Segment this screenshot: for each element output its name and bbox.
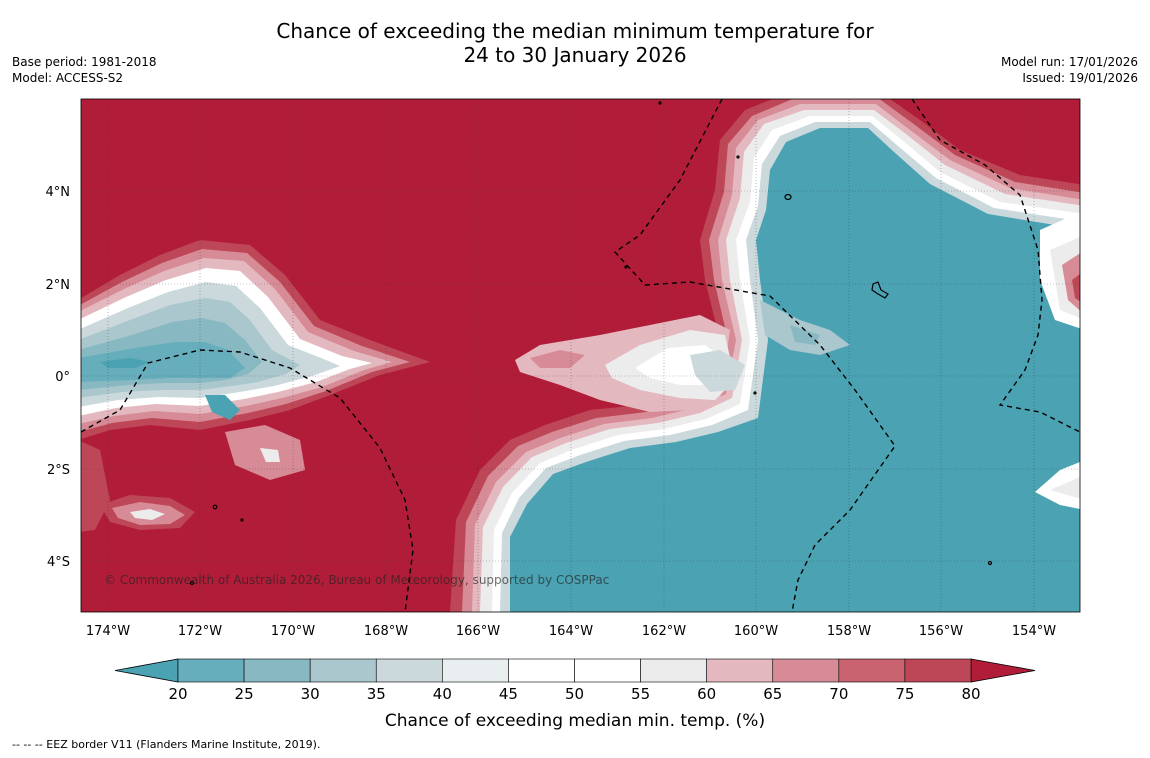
colorbar-tick-label: 70 [829, 685, 848, 703]
colorbar-tick-label: 35 [367, 685, 386, 703]
lat-label: 4°N [46, 185, 71, 200]
southwest-patches [81, 425, 305, 532]
issued-date: Issued: 19/01/2026 [1022, 71, 1138, 85]
model-run: Model run: 17/01/2026 [1000, 55, 1138, 69]
lon-label: 168°W [364, 624, 408, 639]
colorbar-tick-label: 25 [235, 685, 254, 703]
colorbar-tick-label: 75 [895, 685, 914, 703]
lon-label: 156°W [919, 624, 963, 639]
colorbar-segment [904, 658, 972, 683]
islands [189, 101, 993, 586]
lat-label: 4°S [47, 555, 70, 570]
central-tongue [515, 315, 745, 412]
colorbar-segment [442, 658, 509, 683]
colorbar-segment [640, 658, 707, 683]
copyright-notice: © Commonwealth of Australia 2026, Bureau… [104, 573, 609, 587]
base-period: Base period: 1981-2018 [12, 55, 157, 69]
lon-label: 166°W [456, 624, 500, 639]
low-chance-east-region [450, 99, 1080, 612]
colorbar-segment [309, 658, 377, 683]
lon-label: 170°W [271, 624, 315, 639]
latitude-labels: 4°N 2°N 0° 2°S 4°S [46, 185, 71, 570]
colorbar-tick-label: 50 [565, 685, 584, 703]
colorbar-segment [243, 658, 311, 683]
lon-label: 162°W [642, 624, 686, 639]
colorbar-high-extension [970, 658, 1036, 683]
colorbar-segment [838, 658, 906, 683]
legend-colorbar: 20 25 30 35 40 45 50 55 60 65 70 75 80 [114, 658, 1036, 703]
east-edge-warm-patch [1035, 212, 1080, 509]
colorbar-tick-label: 55 [631, 685, 650, 703]
lon-label: 154°W [1012, 624, 1056, 639]
colorbar-tick-label: 20 [168, 685, 187, 703]
colorbar-tick-label: 30 [301, 685, 320, 703]
eez-borders [81, 99, 1080, 612]
map-plot-area: © Commonwealth of Australia 2026, Bureau… [81, 99, 1080, 612]
colorbar-segment [508, 658, 575, 683]
colorbar-segment [772, 658, 840, 683]
colorbar-tick-label: 45 [499, 685, 518, 703]
lat-label: 0° [55, 370, 70, 385]
model-name: Model: ACCESS-S2 [12, 71, 124, 85]
lon-label: 174°W [86, 624, 130, 639]
colorbar-segment [375, 658, 443, 683]
longitude-labels: 174°W 172°W 170°W 168°W 166°W 164°W 162°… [86, 624, 1056, 639]
eez-footnote: -- -- -- EEZ border V11 (Flanders Marine… [12, 738, 321, 751]
lat-label: 2°N [46, 278, 71, 293]
map-title-line1: Chance of exceeding the median minimum t… [276, 19, 874, 43]
plot-frame [80, 98, 1081, 613]
colorbar-low-extension [114, 658, 179, 683]
colorbar-tick-label: 60 [697, 685, 716, 703]
lon-label: 160°W [734, 624, 778, 639]
lat-label: 2°S [47, 463, 70, 478]
base-info: Base period: 1981-2018 Model: ACCESS-S2 [12, 54, 157, 86]
colorbar-segment [706, 658, 774, 683]
colorbar-tick-label: 65 [763, 685, 782, 703]
map-title-line2: 24 to 30 January 2026 [463, 43, 687, 67]
colorbar-tick-label: 40 [433, 685, 452, 703]
lon-label: 172°W [178, 624, 222, 639]
colorbar-tick-label: 80 [961, 685, 980, 703]
colorbar-segment [177, 658, 245, 683]
colorbar-segment [574, 658, 641, 683]
legend-title: Chance of exceeding median min. temp. (%… [385, 711, 765, 731]
lon-label: 164°W [549, 624, 593, 639]
run-info: Model run: 17/01/2026 Issued: 19/01/2026 [1001, 54, 1138, 86]
lon-label: 158°W [827, 624, 871, 639]
